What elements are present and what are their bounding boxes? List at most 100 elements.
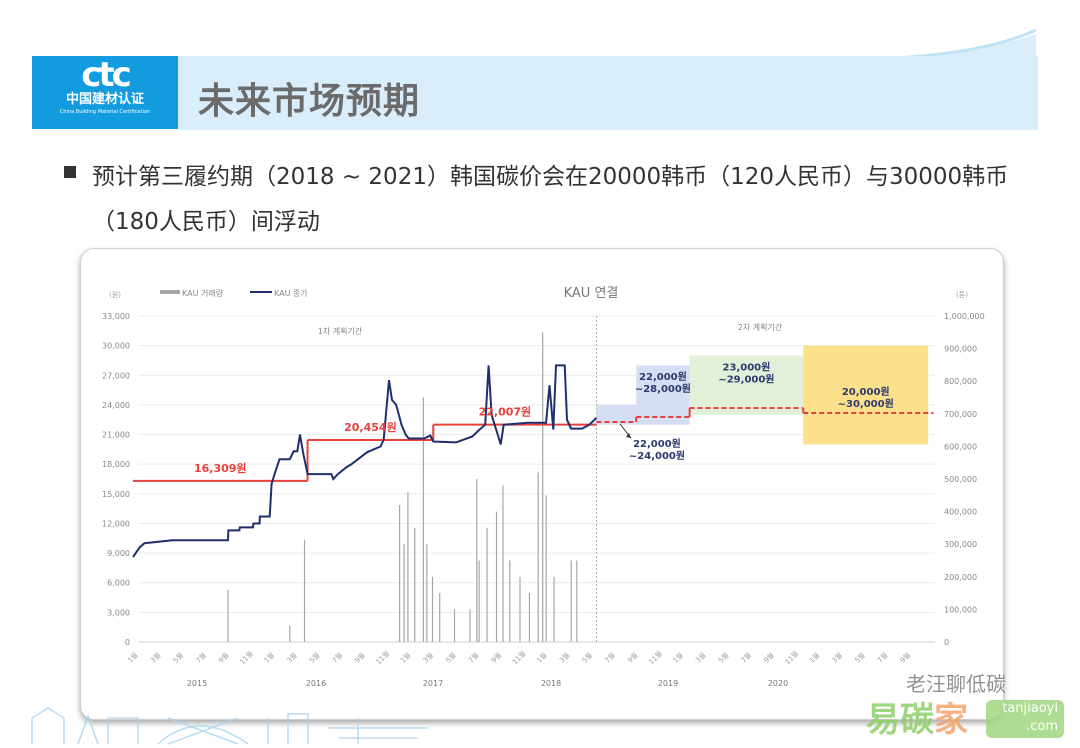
x-tick-label: 9월	[762, 651, 776, 665]
y-tick-left: 18,000	[102, 460, 130, 469]
x-tick-label: 3월	[421, 651, 435, 665]
y-tick-left: 0	[125, 638, 130, 647]
x-tick-label: 9월	[216, 651, 230, 665]
kau-price-line	[132, 364, 598, 558]
legend-price-label: KAU 종가	[274, 289, 308, 298]
x-tick-label: 11월	[238, 649, 255, 666]
x-tick-label: 5월	[444, 651, 458, 665]
volume-bar	[407, 492, 409, 642]
ctc-logo: ctc 中国建材认证 China Building Material Certi…	[32, 56, 178, 129]
volume-bar	[478, 560, 480, 642]
x-tick-label: 7월	[603, 651, 617, 665]
average-price-label: 20,454원	[344, 420, 397, 434]
x-tick-label: 9월	[625, 651, 639, 665]
year-label: 2017	[423, 679, 443, 688]
x-tick-label: 3월	[694, 651, 708, 665]
volume-bar	[542, 332, 544, 642]
y-tick-left: 24,000	[102, 401, 130, 410]
x-tick-label: 7월	[194, 651, 208, 665]
square-bullet-icon	[64, 166, 76, 178]
volume-bar	[426, 544, 428, 642]
volume-bar	[519, 576, 521, 642]
x-tick-label: 1월	[398, 651, 412, 665]
y-tick-left: 3,000	[107, 608, 130, 617]
x-tick-label: 7월	[875, 651, 889, 665]
forecast-range-box	[636, 365, 690, 425]
y-tick-right: 900,000	[944, 345, 977, 354]
y-tick-right: 400,000	[944, 508, 977, 517]
watermark-orange: 家	[934, 700, 968, 740]
x-tick-label: 1월	[262, 651, 276, 665]
volume-bar	[553, 576, 555, 642]
watermark-site-2: .com	[1026, 719, 1058, 734]
y-tick-left: 21,000	[102, 431, 130, 440]
x-tick-label: 3월	[148, 651, 162, 665]
forecast-range-label: ~30,000원	[838, 397, 894, 410]
legend-volume-label: KAU 거래량	[182, 288, 224, 298]
forecast-range-label: ~29,000원	[718, 372, 774, 385]
y-tick-right: 100,000	[944, 605, 977, 614]
y-tick-left: 33,000	[102, 312, 130, 321]
y-tick-right: 300,000	[944, 540, 977, 549]
forecast-range-label: ~24,000원	[629, 449, 685, 462]
x-tick-label: 11월	[374, 649, 391, 666]
x-tick-label: 11월	[647, 649, 664, 666]
x-tick-label: 3월	[285, 651, 299, 665]
watermark-site-1: tanjiaoyi	[1002, 701, 1058, 716]
y-tick-right: 700,000	[944, 410, 977, 419]
volume-bar	[403, 544, 405, 642]
y-tick-left: 6,000	[107, 579, 130, 588]
y-tick-left: 30,000	[102, 342, 130, 351]
logo-en: China Building Material Certification	[59, 109, 151, 115]
forecast-range-label: 20,000원	[842, 385, 890, 398]
x-tick-label: 5월	[580, 651, 594, 665]
volume-bar	[537, 472, 539, 642]
right-axis-unit: (톤)	[956, 291, 968, 299]
x-tick-label: 3월	[830, 651, 844, 665]
volume-bar	[453, 609, 456, 642]
volume-bar	[422, 397, 425, 642]
volume-bar	[227, 589, 229, 642]
year-label: 2015	[187, 679, 207, 688]
watermark-logo: 老汪聊低碳 易碳家 tanjiaoyi .com	[866, 672, 1076, 744]
average-price-label: 16,309원	[194, 461, 247, 475]
watermark-line1: 老汪聊低碳	[906, 672, 1006, 696]
y-tick-right: 600,000	[944, 442, 977, 451]
y-tick-left: 15,000	[102, 490, 130, 499]
y-tick-right: 1,000,000	[944, 312, 985, 321]
legend-volume-swatch	[160, 290, 180, 294]
period-1-label: 1차 계획기간	[318, 326, 363, 336]
volume-bar	[486, 527, 488, 642]
volume-bar	[570, 560, 572, 642]
x-tick-label: 9월	[353, 651, 367, 665]
forecast-range-label: 22,000원	[639, 370, 687, 383]
volume-bar	[495, 511, 498, 642]
volume-bar	[431, 576, 434, 642]
x-tick-label: 5월	[171, 651, 185, 665]
average-price-label: 22,007원	[479, 405, 532, 419]
volume-bar	[398, 505, 401, 642]
x-tick-label: 5월	[853, 651, 867, 665]
y-tick-right: 500,000	[944, 475, 977, 484]
x-tick-label: 9월	[489, 651, 503, 665]
volume-bar	[502, 485, 504, 642]
y-tick-right: 0	[944, 638, 949, 647]
volume-bar	[439, 593, 441, 642]
x-tick-label: 3월	[557, 651, 571, 665]
forecast-range-label: 22,000원	[633, 437, 681, 450]
slide-title: 未来市场预期	[198, 81, 421, 122]
volume-bar	[528, 593, 531, 642]
title-band	[178, 56, 1038, 130]
volume-bar	[414, 527, 416, 642]
forecast-range-box	[803, 345, 929, 445]
y-tick-right: 800,000	[944, 377, 977, 386]
period-2-label: 2차 계획기간	[738, 322, 783, 332]
y-tick-right: 200,000	[944, 573, 977, 582]
x-tick-label: 5월	[716, 651, 730, 665]
watermark-green: 易碳	[866, 700, 934, 740]
x-tick-label: 7월	[739, 651, 753, 665]
left-axis-unit: (원)	[109, 290, 121, 299]
x-tick-label: 1월	[535, 651, 549, 665]
x-tick-label: 1월	[807, 651, 821, 665]
volume-bar	[469, 609, 471, 642]
